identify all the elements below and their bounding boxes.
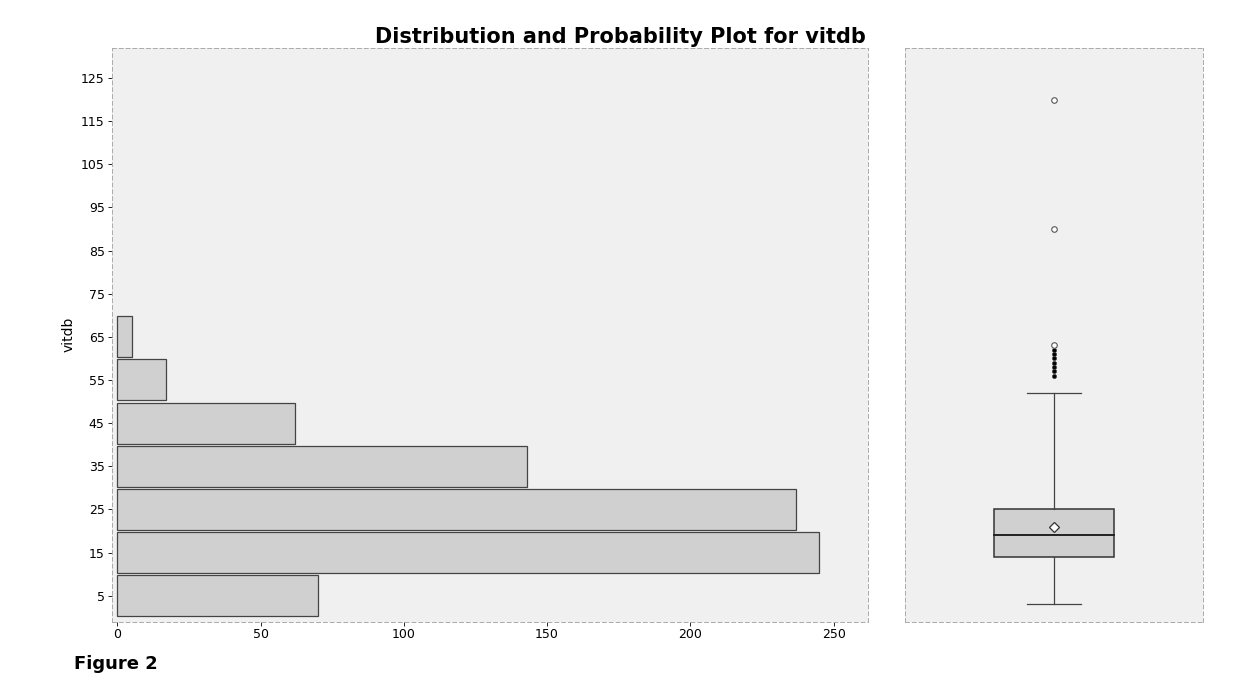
Bar (118, 402, 295, 443)
Text: Figure 2: Figure 2 (74, 655, 159, 673)
Bar (118, 489, 796, 530)
Bar (118, 316, 131, 357)
Y-axis label: vitdb: vitdb (61, 317, 76, 352)
Bar (118, 532, 820, 573)
Text: Distribution and Probability Plot for vitdb: Distribution and Probability Plot for vi… (374, 27, 866, 47)
Bar (118, 575, 317, 616)
Bar (118, 446, 527, 487)
Bar (118, 359, 166, 400)
Bar (994, 510, 1114, 557)
